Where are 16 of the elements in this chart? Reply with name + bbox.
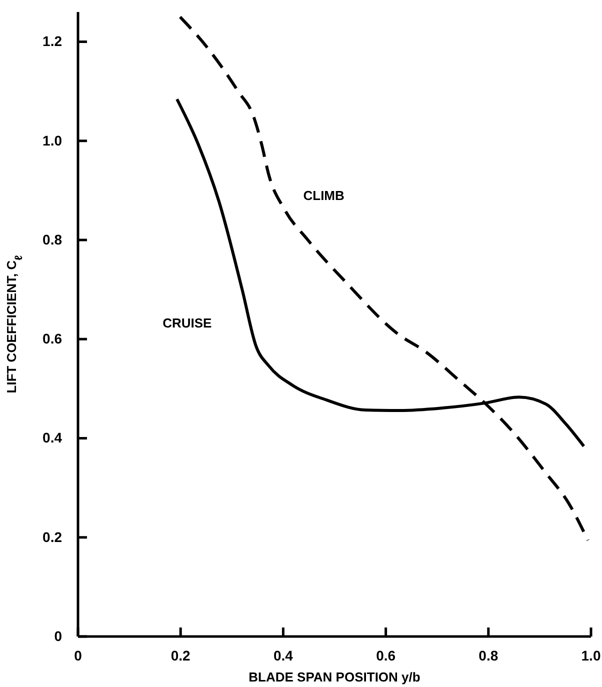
series-label: CLIMB	[303, 188, 344, 203]
y-tick-label: 1.2	[42, 33, 62, 50]
x-tick-label: 0	[74, 647, 82, 664]
y-tick-label: 0.4	[42, 430, 62, 446]
x-tick-label: 1.0	[581, 647, 601, 664]
x-tick-label: 0.6	[376, 647, 396, 664]
y-tick-label: 0.6	[42, 330, 62, 347]
y-tick-label: 1.0	[42, 132, 62, 148]
y-tick-label: 0	[54, 628, 62, 644]
text: CRUISE	[162, 316, 212, 331]
x-tick-label: 0.4	[273, 647, 294, 664]
x-tick-label: 0.2	[170, 647, 191, 664]
y-tick-label: 0.2	[42, 528, 62, 545]
y-tick-label: 0.8	[42, 231, 62, 248]
x-tick-label: 0.8	[478, 647, 498, 664]
x-axis-title: BLADE SPAN POSITION y/b	[248, 670, 420, 684]
